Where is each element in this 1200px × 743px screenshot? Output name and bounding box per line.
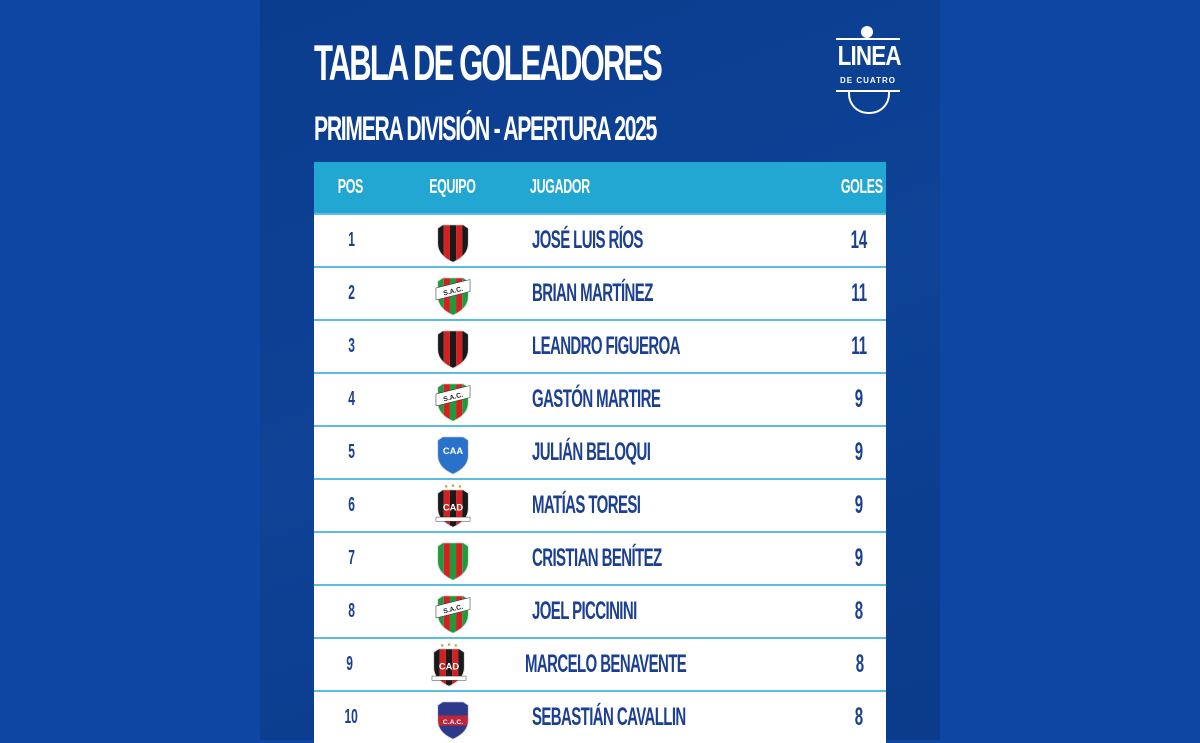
table-row: 3 LEANDRO FIGUEROA 11 bbox=[314, 319, 886, 372]
player-name: JULIÁN BELOQUI bbox=[532, 438, 651, 466]
player-name: SEBASTIÁN CAVALLIN bbox=[532, 703, 686, 731]
team-crest-sac: S.A.C. bbox=[388, 377, 518, 423]
team-crest-cac: C.A.C. bbox=[388, 695, 518, 741]
player-name: MATÍAS TORESI bbox=[532, 491, 641, 519]
column-header-player: JUGADOR bbox=[530, 176, 591, 198]
graphic-panel: TABLA DE GOLEADORES PRIMERA DIVISIÓN - A… bbox=[260, 0, 940, 743]
player-name: CRISTIAN BENÍTEZ bbox=[532, 544, 662, 572]
table-row: 2 S.A.C. BRIAN MARTÍNEZ 11 bbox=[314, 266, 886, 319]
table-row: 10 C.A.C. SEBASTIÁN CAVALLIN 8 bbox=[314, 690, 886, 743]
column-header-goals: GOLES bbox=[840, 176, 883, 198]
page-subtitle: PRIMERA DIVISIÓN - APERTURA 2025 bbox=[314, 110, 657, 148]
team-crest-cad: CAD bbox=[386, 642, 512, 688]
player-name: LEANDRO FIGUEROA bbox=[532, 332, 681, 360]
player-name: JOEL PICCININI bbox=[532, 597, 637, 625]
player-name: BRIAN MARTÍNEZ bbox=[532, 279, 653, 307]
svg-text:CAD: CAD bbox=[443, 502, 464, 512]
team-crest-sac: S.A.C. bbox=[388, 271, 518, 317]
table-header: POS EQUIPO JUGADOR GOLES bbox=[314, 162, 886, 213]
table-row: 4 S.A.C. GASTÓN MARTIRE 9 bbox=[314, 372, 886, 425]
player-name: GASTÓN MARTIRE bbox=[532, 385, 661, 413]
goals: 9 bbox=[854, 544, 864, 572]
table-row: 8 S.A.C. JOEL PICCININI 8 bbox=[314, 584, 886, 637]
player-name: JOSÉ LUIS RÍOS bbox=[532, 226, 644, 254]
logo-divider bbox=[836, 90, 900, 92]
ball-icon bbox=[861, 26, 873, 38]
position: 3 bbox=[347, 335, 355, 357]
position: 7 bbox=[347, 547, 355, 569]
goals: 11 bbox=[851, 279, 868, 307]
position: 9 bbox=[346, 653, 354, 675]
logo-divider bbox=[836, 38, 900, 40]
svg-text:S.A.C.: S.A.C. bbox=[443, 391, 464, 403]
position: 6 bbox=[347, 494, 355, 516]
column-header-pos: POS bbox=[338, 176, 364, 198]
table-row: 7 CRISTIAN BENÍTEZ 9 bbox=[314, 531, 886, 584]
team-crest-red-black-stripes bbox=[388, 218, 518, 264]
position: 1 bbox=[347, 229, 355, 251]
goals: 9 bbox=[854, 491, 864, 519]
position: 5 bbox=[347, 441, 355, 463]
svg-text:C.A.C.: C.A.C. bbox=[443, 718, 464, 725]
team-crest-green-red-stripes bbox=[388, 536, 518, 582]
logo-sub: DE CUATRO bbox=[840, 76, 896, 85]
logo-word: LINEA bbox=[837, 40, 902, 71]
team-crest-caa: CAA bbox=[388, 430, 518, 476]
goals: 8 bbox=[855, 650, 865, 678]
position: 10 bbox=[344, 706, 358, 728]
svg-text:S.A.C.: S.A.C. bbox=[443, 603, 464, 615]
goals: 8 bbox=[854, 703, 864, 731]
logo-arc bbox=[848, 92, 890, 114]
linea-de-cuatro-logo: LINEA DE CUATRO bbox=[830, 26, 906, 116]
svg-text:CAA: CAA bbox=[443, 445, 464, 455]
page-title: TABLA DE GOLEADORES bbox=[314, 35, 663, 91]
team-crest-red-black-stripes bbox=[388, 324, 518, 370]
goals: 14 bbox=[850, 226, 868, 254]
team-crest-cad: CAD bbox=[388, 483, 518, 529]
team-crest-sac: S.A.C. bbox=[388, 589, 518, 635]
scorers-table: POS EQUIPO JUGADOR GOLES 1 JOSÉ LUIS RÍO… bbox=[314, 162, 886, 743]
column-header-team: EQUIPO bbox=[428, 176, 476, 198]
position: 4 bbox=[347, 388, 355, 410]
table-row: 1 JOSÉ LUIS RÍOS 14 bbox=[314, 213, 886, 266]
goals: 9 bbox=[854, 438, 864, 466]
table-row: 6 CAD MATÍAS TORESI 9 bbox=[314, 478, 886, 531]
position: 8 bbox=[347, 600, 355, 622]
table-row: 5 CAA JULIÁN BELOQUI 9 bbox=[314, 425, 886, 478]
svg-text:CAD: CAD bbox=[438, 661, 459, 671]
player-name: MARCELO BENAVENTE bbox=[525, 650, 687, 678]
goals: 8 bbox=[854, 597, 864, 625]
goals: 11 bbox=[851, 332, 868, 360]
position: 2 bbox=[347, 282, 355, 304]
svg-text:S.A.C.: S.A.C. bbox=[443, 285, 464, 297]
goals: 9 bbox=[854, 385, 864, 413]
table-row: 9 CAD MARCELO BENAVENTE 8 bbox=[314, 637, 886, 690]
